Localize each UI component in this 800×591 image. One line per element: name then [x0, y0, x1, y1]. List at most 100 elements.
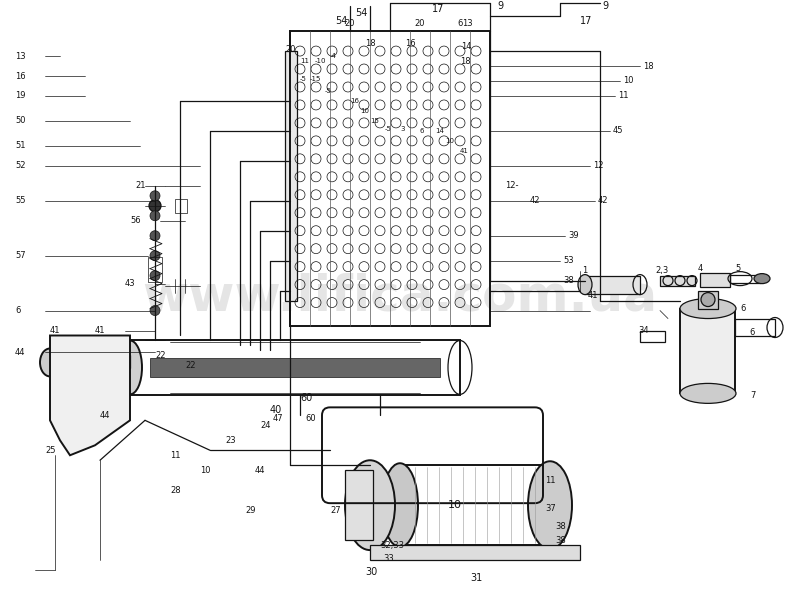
Text: 41: 41 — [588, 291, 598, 300]
Text: 27: 27 — [330, 506, 341, 515]
Circle shape — [150, 251, 160, 261]
Bar — [640, 330, 665, 343]
Circle shape — [150, 306, 160, 316]
Bar — [290, 31, 490, 326]
Text: 43: 43 — [125, 279, 136, 288]
Text: 54: 54 — [335, 16, 347, 26]
Ellipse shape — [118, 340, 142, 394]
Bar — [700, 272, 730, 287]
Bar — [660, 275, 695, 285]
Text: 11: 11 — [545, 476, 555, 485]
Text: 22: 22 — [185, 361, 195, 370]
Text: 40: 40 — [270, 405, 282, 415]
Bar — [735, 319, 775, 336]
Text: 39: 39 — [568, 231, 578, 240]
Text: 15: 15 — [370, 118, 379, 124]
Text: -4: -4 — [330, 53, 337, 59]
Bar — [730, 275, 760, 282]
Text: 45: 45 — [613, 126, 623, 135]
Text: 24: 24 — [260, 421, 270, 430]
Text: 60: 60 — [300, 394, 312, 404]
Ellipse shape — [382, 463, 418, 547]
Text: -5: -5 — [325, 88, 332, 94]
Text: 18: 18 — [365, 38, 375, 47]
Text: -10: -10 — [315, 58, 326, 64]
Bar — [50, 355, 130, 368]
Text: 12: 12 — [593, 161, 603, 170]
Text: 13: 13 — [462, 18, 473, 28]
Bar — [175, 199, 187, 213]
Text: -5: -5 — [385, 126, 392, 132]
Text: 55: 55 — [15, 196, 26, 205]
Text: 16: 16 — [405, 38, 415, 47]
Text: 10: 10 — [360, 108, 369, 114]
Ellipse shape — [754, 274, 770, 284]
Circle shape — [150, 191, 160, 201]
Text: 21: 21 — [135, 181, 146, 190]
Ellipse shape — [680, 384, 736, 404]
Text: 10: 10 — [623, 76, 634, 86]
Text: www.lifica.com.ua: www.lifica.com.ua — [142, 272, 658, 320]
Text: 30: 30 — [365, 567, 378, 577]
Text: 37: 37 — [545, 504, 556, 512]
Text: 54: 54 — [355, 8, 367, 18]
Text: 38: 38 — [563, 276, 574, 285]
Text: 25: 25 — [45, 446, 55, 454]
Text: 41: 41 — [460, 148, 469, 154]
Bar — [148, 256, 162, 281]
Text: 2,3: 2,3 — [655, 266, 668, 275]
Ellipse shape — [40, 349, 60, 376]
Text: 10: 10 — [445, 138, 454, 144]
Text: 9: 9 — [602, 1, 608, 11]
Text: 47: 47 — [273, 414, 284, 423]
Text: 44: 44 — [15, 348, 26, 357]
Bar — [698, 291, 718, 309]
Text: 44: 44 — [100, 411, 110, 420]
Bar — [150, 359, 440, 378]
Text: 41: 41 — [95, 326, 106, 335]
Text: 20: 20 — [285, 44, 295, 54]
Text: 1: 1 — [582, 266, 587, 275]
Text: 38: 38 — [555, 535, 566, 544]
Text: 17: 17 — [432, 4, 444, 14]
Text: 10: 10 — [448, 500, 462, 510]
Text: 5: 5 — [735, 264, 740, 273]
Bar — [680, 309, 735, 394]
Text: 31: 31 — [470, 573, 482, 583]
Text: 44: 44 — [255, 466, 266, 475]
Text: 19: 19 — [15, 92, 26, 100]
Text: 29: 29 — [245, 506, 255, 515]
Text: 4: 4 — [698, 264, 703, 273]
Text: -15: -15 — [310, 76, 322, 82]
Circle shape — [701, 293, 715, 307]
Ellipse shape — [680, 298, 736, 319]
Bar — [345, 470, 373, 540]
Text: 51: 51 — [15, 141, 26, 150]
Text: 10: 10 — [200, 466, 210, 475]
Circle shape — [150, 211, 160, 220]
Text: 6: 6 — [420, 128, 425, 134]
Text: 6: 6 — [749, 328, 754, 337]
Text: 16: 16 — [15, 72, 26, 80]
Text: 34: 34 — [638, 326, 649, 335]
Bar — [370, 545, 580, 560]
Text: 7: 7 — [750, 391, 755, 400]
Circle shape — [149, 200, 161, 212]
Text: 16: 16 — [350, 98, 359, 104]
Text: 9: 9 — [497, 1, 503, 11]
Text: 6: 6 — [15, 306, 20, 315]
Text: 57: 57 — [15, 251, 26, 260]
Text: 53: 53 — [563, 256, 574, 265]
Text: 11: 11 — [300, 58, 309, 64]
Text: 3: 3 — [400, 126, 405, 132]
Text: 11: 11 — [618, 92, 629, 100]
Ellipse shape — [578, 275, 592, 294]
Text: 56: 56 — [130, 216, 141, 225]
Text: 42: 42 — [598, 196, 609, 205]
Text: 52: 52 — [15, 161, 26, 170]
Text: 22: 22 — [155, 351, 166, 360]
Text: 50: 50 — [15, 116, 26, 125]
Text: 6: 6 — [740, 304, 746, 313]
Text: 28: 28 — [170, 486, 181, 495]
Text: 11: 11 — [170, 451, 181, 460]
